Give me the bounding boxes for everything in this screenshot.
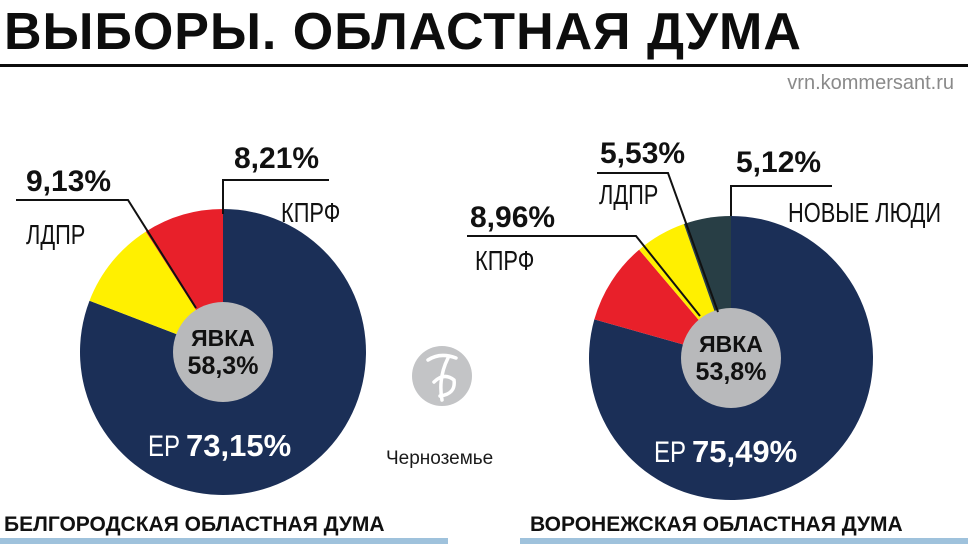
callout-line-1-2 — [730, 185, 832, 216]
logo-emblem — [412, 346, 472, 406]
legend-label-кпрф-0: КПРФ — [281, 197, 340, 228]
callout-line-1-1 — [597, 172, 719, 313]
data-label-новые-люди-1: 5,12% — [736, 146, 821, 179]
turnout-value-0: 58,3% — [188, 352, 259, 380]
data-label-лдпр-1: 5,53% — [600, 137, 685, 170]
chart-title-1: ВОРОНЕЖСКАЯ ОБЛАСТНАЯ ДУМА — [530, 513, 903, 536]
callout-line-0-0 — [16, 199, 197, 309]
page-title: ВЫБОРЫ. ОБЛАСТНАЯ ДУМА — [4, 3, 802, 61]
data-label-ep-1: 75,49% — [692, 434, 797, 469]
data-label-лдпр-0: 9,13% — [26, 165, 111, 198]
legend-label-лдпр-1: ЛДПР — [599, 179, 658, 210]
data-label-кпрф-1: 8,96% — [470, 201, 555, 234]
footer-rule-right — [520, 538, 968, 544]
callout-line-0-1 — [222, 179, 329, 214]
legend-label-лдпр-0: ЛДПР — [26, 219, 85, 250]
callout-line-1-0 — [467, 235, 701, 317]
turnout-label-1: ЯВКА — [699, 331, 763, 357]
source-label: vrn.kommersant.ru — [787, 72, 954, 94]
header-rule — [0, 64, 968, 67]
turnout-value-1: 53,8% — [696, 358, 767, 386]
data-label-ep-0: 73,15% — [186, 428, 291, 463]
legend-label-кпрф-1: КПРФ — [475, 245, 534, 276]
turnout-label-0: ЯВКА — [191, 325, 255, 351]
legend-label-ep-0: ЕР — [148, 428, 180, 462]
kommersant-logo-icon — [410, 338, 500, 423]
data-label-кпрф-0: 8,21% — [234, 142, 319, 175]
chart-title-0: БЕЛГОРОДСКАЯ ОБЛАСТНАЯ ДУМА — [4, 513, 385, 536]
logo-caption: Черноземье — [386, 448, 494, 469]
turnout-disc-0 — [173, 302, 273, 402]
legend-label-новые-люди-1: НОВЫЕ ЛЮДИ — [788, 197, 941, 228]
footer-rule-left — [0, 538, 448, 544]
legend-label-ep-1: ЕР — [654, 434, 686, 468]
turnout-disc-1 — [681, 308, 781, 408]
